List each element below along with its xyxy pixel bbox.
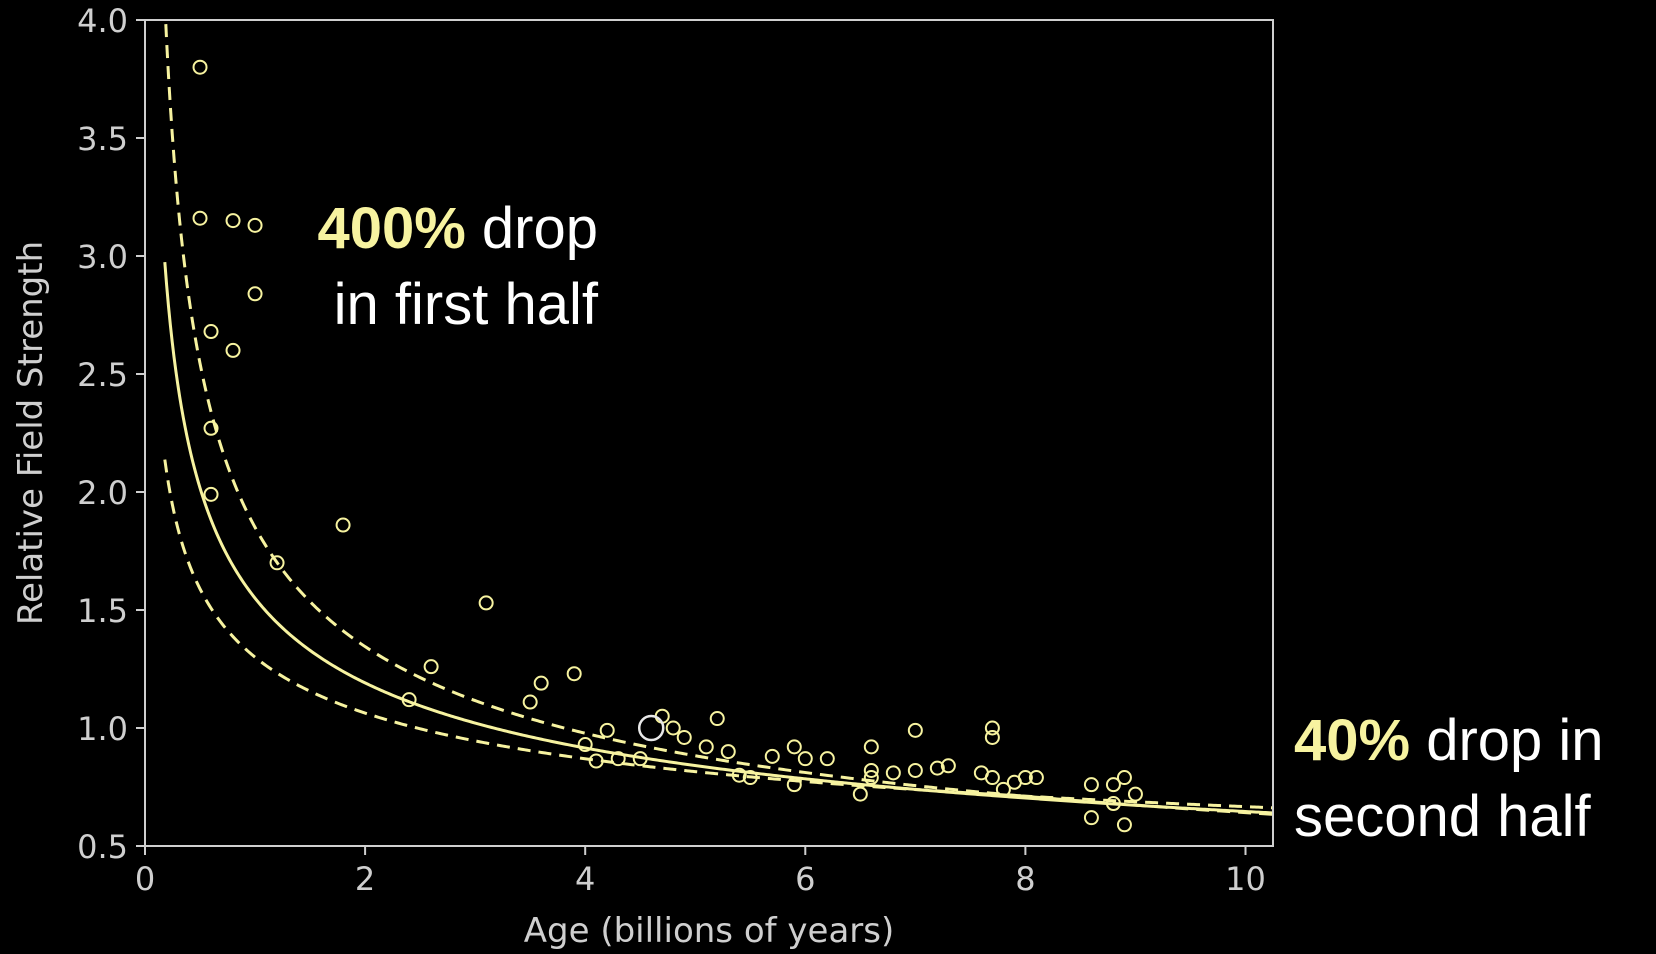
x-axis-label: Age (billions of years) <box>524 911 894 951</box>
data-point <box>335 517 351 533</box>
y-tick-label: 3.0 <box>77 238 128 276</box>
data-point <box>852 786 868 802</box>
data-point <box>1127 786 1143 802</box>
data-point <box>588 753 604 769</box>
data-point <box>203 420 219 436</box>
y-tick-label: 2.0 <box>77 474 128 512</box>
second-half-annotation-line1: 40% drop in <box>1294 703 1604 779</box>
data-point <box>269 555 285 571</box>
data-point <box>786 777 802 793</box>
y-tick-label: 4.0 <box>77 2 128 40</box>
first-half-drop-text: drop <box>465 196 598 261</box>
data-point <box>1116 817 1132 833</box>
first-half-annotation-line2: in first half <box>333 272 598 337</box>
data-point <box>1105 796 1121 812</box>
first-half-percent: 400% <box>317 196 466 261</box>
data-point <box>863 739 879 755</box>
data-point <box>577 737 593 753</box>
data-point <box>786 739 802 755</box>
data-point <box>225 213 241 229</box>
data-point <box>764 748 780 764</box>
data-point <box>819 751 835 767</box>
data-point <box>192 59 208 75</box>
data-point <box>907 722 923 738</box>
data-points <box>192 59 1143 833</box>
data-point <box>676 729 692 745</box>
axes: 0 2 4 6 8 10 0.5 1.0 1.5 2.0 2.5 3.0 3.5 4.0 <box>77 2 1274 898</box>
data-point <box>1083 777 1099 793</box>
data-point <box>885 765 901 781</box>
y-tick-label: 2.5 <box>77 356 128 394</box>
y-tick-label: 3.5 <box>77 120 128 158</box>
y-axis-label: Relative Field Strength <box>11 241 51 625</box>
data-point <box>247 217 263 233</box>
upper-bound-curve <box>164 20 1273 816</box>
data-point <box>1116 770 1132 786</box>
data-point <box>907 762 923 778</box>
data-point <box>566 666 582 682</box>
x-tick-label: 2 <box>355 860 375 898</box>
data-point <box>610 751 626 767</box>
data-point <box>1105 777 1121 793</box>
data-point <box>225 342 241 358</box>
data-point <box>940 758 956 774</box>
x-tick-label: 6 <box>795 860 815 898</box>
data-point <box>192 210 208 226</box>
x-tick-label: 8 <box>1015 860 1035 898</box>
data-point <box>863 762 879 778</box>
data-point <box>929 760 945 776</box>
data-point <box>203 324 219 340</box>
y-tick-label: 1.5 <box>77 592 128 630</box>
plot-frame <box>144 19 1274 847</box>
x-tick-label: 4 <box>575 860 595 898</box>
data-point <box>522 694 538 710</box>
data-point <box>533 675 549 691</box>
data-point <box>863 770 879 786</box>
data-point <box>698 739 714 755</box>
data-point <box>478 595 494 611</box>
second-half-percent: 40% <box>1294 708 1411 773</box>
data-point <box>984 720 1000 736</box>
lower-bound-curve <box>163 459 1273 810</box>
data-point <box>797 751 813 767</box>
second-half-annotation: 40% drop in second half <box>1294 703 1604 855</box>
data-point <box>1083 810 1099 826</box>
highlighted-data-point <box>637 714 665 742</box>
data-point <box>984 729 1000 745</box>
data-point <box>203 486 219 502</box>
data-point <box>665 720 681 736</box>
y-tick-label: 0.5 <box>77 828 128 866</box>
second-half-annotation-line2: second half <box>1294 784 1591 849</box>
data-point <box>599 722 615 738</box>
data-point <box>984 770 1000 786</box>
x-tick-label: 0 <box>135 860 155 898</box>
x-tick-label: 10 <box>1225 860 1266 898</box>
data-point <box>731 767 747 783</box>
second-half-drop-text: drop in <box>1410 708 1604 773</box>
data-point <box>401 692 417 708</box>
data-point <box>709 711 725 727</box>
first-half-annotation-line1: 400% drop <box>288 191 598 267</box>
data-point <box>632 751 648 767</box>
fit-curve <box>163 262 1273 815</box>
data-point <box>720 744 736 760</box>
fit-curves <box>163 20 1273 816</box>
data-point <box>742 770 758 786</box>
data-point <box>1028 770 1044 786</box>
data-point <box>995 781 1011 797</box>
y-tick-label: 1.0 <box>77 710 128 748</box>
data-point <box>423 659 439 675</box>
first-half-annotation: 400% drop in first half <box>288 191 598 343</box>
data-point <box>1017 770 1033 786</box>
data-point <box>247 286 263 302</box>
